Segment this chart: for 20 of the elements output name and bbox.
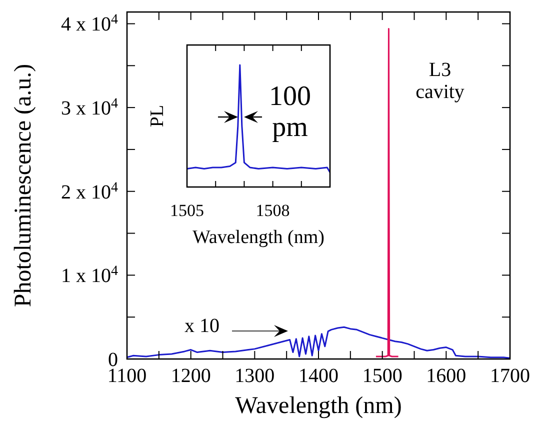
- y-tick-label: 2 x 10$^{4}$: [61, 180, 118, 204]
- x-tick-label: 1400: [298, 365, 338, 387]
- x-tick-label: 1508: [256, 201, 290, 220]
- x-tick-label: 1200: [170, 365, 211, 387]
- y-axis-title: PL: [147, 104, 168, 128]
- x-tick-label: 1300: [234, 365, 275, 387]
- y-tick-label: 4 x 10$^{4}$: [61, 12, 118, 36]
- annotation: x 10: [184, 315, 220, 337]
- y-tick-label: 1 x 10$^{4}$: [61, 264, 118, 288]
- y-axis-title: Photoluminescence (a.u.): [10, 64, 36, 308]
- x-tick-label: 1500: [362, 365, 402, 387]
- x-tick-label: 1600: [426, 365, 466, 387]
- annotation: L3 cavity: [416, 59, 464, 103]
- x-tick-label: 1700: [490, 365, 530, 387]
- annotation: 100 pm: [269, 81, 311, 143]
- y-tick-label: 3 x 10$^{4}$: [61, 96, 118, 120]
- x-tick-label: 1100: [107, 365, 147, 387]
- x-tick-label: 1505: [170, 201, 204, 220]
- x-axis-title: Wavelength (nm): [235, 393, 402, 419]
- x-axis-title: Wavelength (nm): [192, 227, 324, 248]
